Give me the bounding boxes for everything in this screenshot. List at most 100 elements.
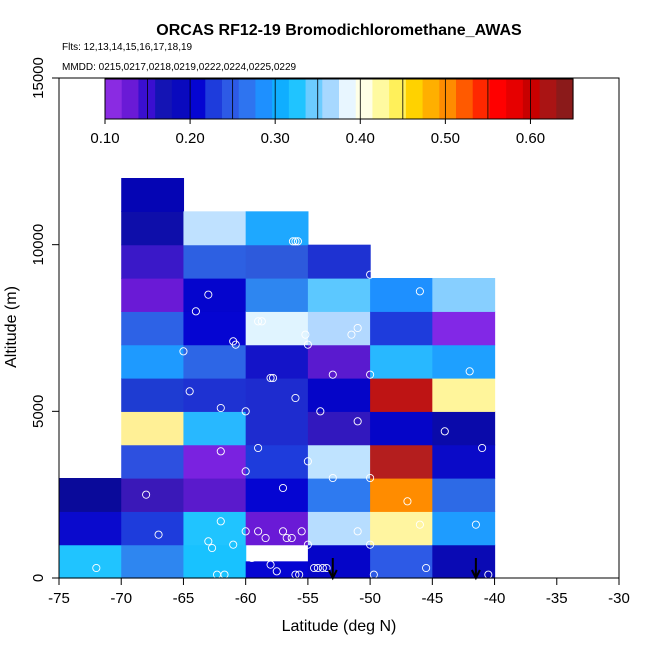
colorbar-swatch-19 — [422, 79, 440, 119]
sample-point-37 — [241, 467, 250, 476]
sample-point-10 — [254, 317, 263, 326]
sample-point-14 — [347, 330, 356, 339]
heatmap-cell-41 — [307, 411, 371, 446]
sample-point-55 — [204, 537, 213, 546]
y-axis-label: Altitude (m) — [3, 286, 20, 368]
heatmap-cell-63 — [432, 311, 496, 346]
colorbar-tick-label-5: 0.60 — [516, 130, 545, 147]
sample-point-67 — [266, 560, 275, 569]
heatmap-cell-13 — [121, 211, 185, 246]
x-axis: -75 -70 -65 -60 -55 -50 -45 -40 -35 -30 — [48, 577, 630, 607]
heatmap-cell-43 — [307, 344, 371, 379]
sample-point-60 — [282, 533, 291, 543]
colorbar-swatch-9 — [255, 79, 273, 119]
heatmap-cell-61 — [432, 378, 496, 412]
heatmap-cell-33 — [245, 311, 309, 346]
heatmap-cell-44 — [307, 311, 371, 346]
sample-point-25 — [465, 367, 474, 376]
y-tick-label-0: 0 — [30, 574, 47, 582]
sample-point-31 — [353, 417, 362, 426]
sample-point-50 — [353, 527, 362, 536]
colorbar-swatch-7 — [222, 79, 240, 119]
heatmap-cell-29 — [245, 444, 309, 479]
heatmap-cell-18 — [183, 444, 247, 479]
sample-point-47 — [254, 527, 263, 536]
heatmap-cell-34 — [245, 278, 309, 312]
sample-point-49 — [297, 527, 306, 536]
heatmap-cell-1 — [59, 511, 122, 546]
sample-point-53 — [527, 507, 536, 516]
heatmap-cell-10 — [121, 311, 185, 346]
colorbar-swatch-1 — [121, 79, 140, 119]
x-tick-label-5: -50 — [359, 590, 381, 607]
x-tick-label-6: -45 — [421, 590, 443, 607]
colorbar-swatch-20 — [439, 79, 457, 119]
heatmap-cell-49 — [370, 478, 433, 512]
sample-point-22 — [268, 373, 278, 383]
heatmap-cell-17 — [183, 478, 247, 512]
sample-point-17 — [303, 340, 312, 349]
colorbar-swatch-16 — [372, 79, 390, 119]
colorbar-tick-label-2: 0.30 — [261, 130, 290, 147]
x-tick-label-8: -35 — [546, 590, 568, 607]
sample-point-78 — [534, 567, 543, 576]
sample-point-52 — [471, 520, 480, 529]
colorbar-swatch-17 — [389, 79, 407, 119]
colorbar-tick-label-4: 0.50 — [431, 130, 460, 147]
heatmap-cell-40 — [307, 444, 371, 479]
x-tick-label-0: -75 — [48, 590, 70, 607]
heatmap-cell-7 — [121, 411, 185, 446]
sample-point-5 — [366, 270, 375, 279]
heatmap-cell-35 — [245, 244, 309, 279]
heatmap-cell-19 — [183, 411, 247, 446]
heatmap-cell-30 — [245, 411, 309, 446]
sample-point-9 — [191, 307, 200, 316]
sample-point-0 — [210, 177, 219, 186]
sample-point-41 — [366, 473, 375, 483]
sample-point-51 — [415, 520, 424, 529]
heatmap-cell-31 — [245, 378, 309, 412]
heatmap-cell-55 — [370, 278, 433, 312]
heatmap-cell-42 — [307, 378, 371, 412]
colorbar-swatch-0 — [105, 79, 123, 119]
heatmap-cell-22 — [183, 311, 247, 346]
sample-point-21 — [266, 373, 275, 383]
colorbar-swatch-6 — [205, 79, 223, 119]
sample-point-12 — [301, 330, 310, 339]
heatmap-cell-28 — [245, 478, 309, 512]
sample-point-72 — [313, 563, 322, 573]
sample-point-18 — [558, 323, 568, 333]
y-tick-label-1: 5000 — [30, 395, 47, 428]
sample-point-46 — [241, 527, 250, 536]
heatmap-cell-21 — [183, 344, 247, 379]
heatmap-cell-58 — [432, 478, 496, 512]
sample-point-34 — [478, 443, 487, 453]
heatmap-cell-62 — [432, 344, 496, 379]
sample-point-44 — [142, 490, 151, 499]
heatmap-cell-39 — [307, 478, 371, 512]
x-tick-label-1: -70 — [110, 590, 132, 607]
heatmap-cell-9 — [121, 344, 185, 379]
heatmap-cell-25 — [183, 211, 247, 246]
heatmap-cell-57 — [432, 511, 496, 546]
x-axis-label: Latitude (deg N) — [282, 618, 397, 635]
heatmap-cell-56 — [432, 544, 496, 579]
sample-point-8 — [204, 290, 213, 299]
heatmap-cell-20 — [183, 378, 247, 412]
colorbar: 0.10 0.20 0.30 0.40 0.50 0.60 — [90, 78, 574, 147]
heatmap-cell-14 — [121, 178, 185, 212]
colorbar-swatch-10 — [272, 79, 290, 119]
sample-point-1 — [291, 237, 300, 246]
sample-point-28 — [241, 407, 250, 416]
heatmap-cell-38 — [307, 511, 371, 546]
sample-point-63 — [366, 540, 375, 549]
heatmap-cell-6 — [121, 444, 185, 479]
heatmap-cell-36 — [245, 211, 309, 246]
sample-point-61 — [287, 533, 296, 543]
x-tick-label-7: -40 — [484, 590, 506, 607]
y-tick-label-2: 10000 — [30, 224, 47, 266]
sample-point-33 — [440, 427, 449, 436]
heatmap-cell-23 — [183, 278, 247, 312]
colorbar-swatch-15 — [355, 79, 374, 119]
